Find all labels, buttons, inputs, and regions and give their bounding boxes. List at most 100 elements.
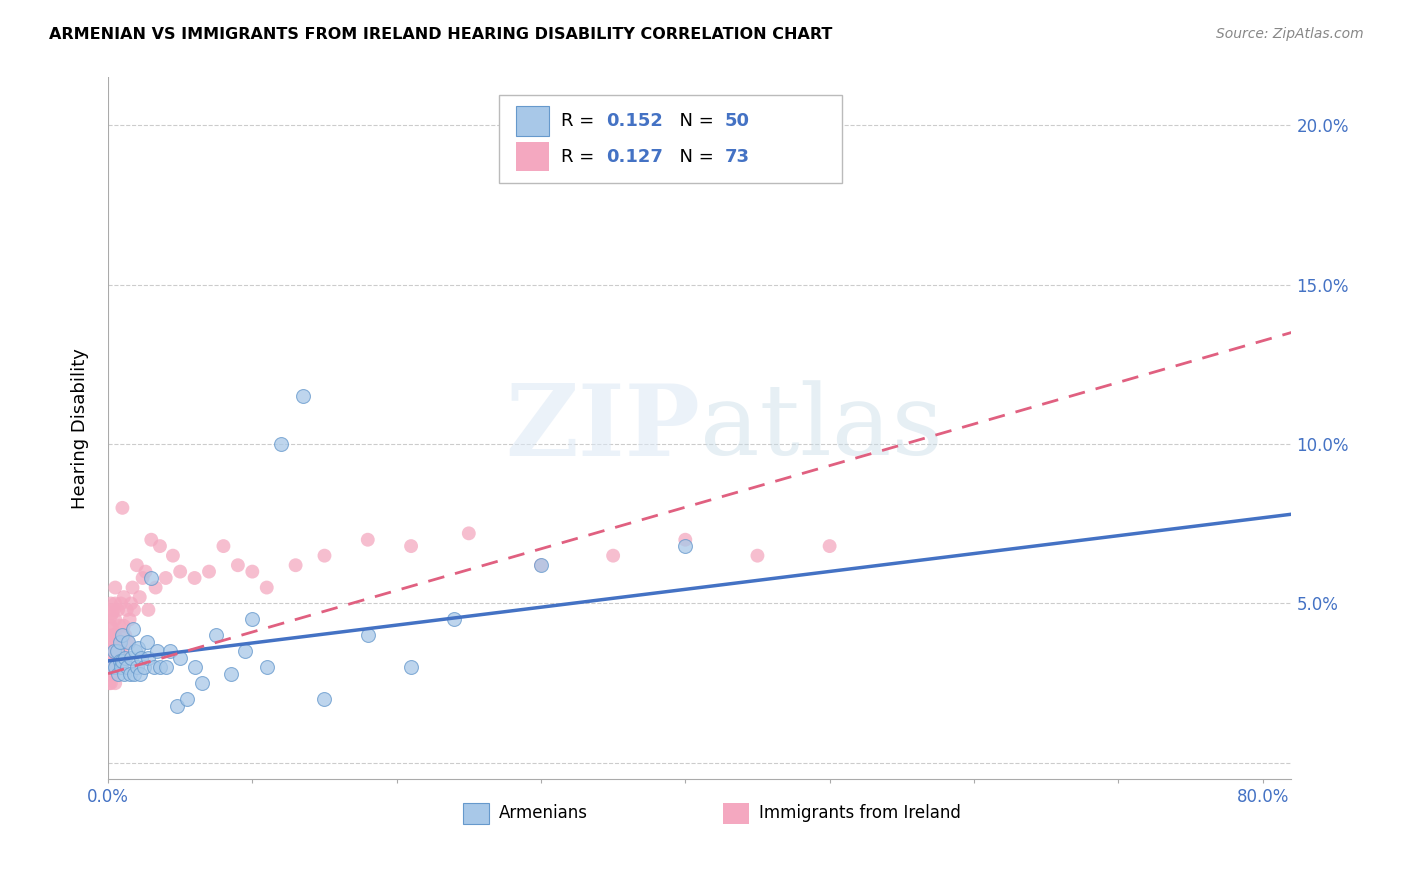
Point	[107, 666, 129, 681]
Point	[104, 612, 127, 626]
Point	[183, 660, 205, 674]
Point	[103, 628, 125, 642]
Point	[104, 581, 127, 595]
Point	[103, 650, 125, 665]
FancyBboxPatch shape	[724, 804, 749, 824]
Point	[530, 558, 553, 573]
Point	[104, 597, 127, 611]
Point	[105, 644, 128, 658]
Point	[115, 603, 138, 617]
Point	[183, 571, 205, 585]
Point	[128, 666, 150, 681]
Point	[120, 650, 142, 665]
Text: Source: ZipAtlas.com: Source: ZipAtlas.com	[1216, 27, 1364, 41]
Text: 0.127: 0.127	[606, 147, 664, 166]
Point	[118, 612, 141, 626]
Point	[114, 628, 136, 642]
Point	[98, 644, 121, 658]
Point	[108, 644, 131, 658]
Point	[104, 660, 127, 674]
Point	[100, 609, 122, 624]
Point	[149, 539, 172, 553]
Point	[103, 603, 125, 617]
Point	[143, 660, 166, 674]
Point	[122, 666, 145, 681]
Point	[111, 500, 134, 515]
Point	[101, 660, 124, 674]
Point	[112, 666, 135, 681]
Point	[107, 603, 129, 617]
Point	[399, 660, 422, 674]
Point	[314, 692, 336, 706]
Point	[141, 571, 163, 585]
FancyBboxPatch shape	[463, 804, 489, 824]
FancyBboxPatch shape	[516, 106, 550, 136]
Point	[399, 539, 422, 553]
Point	[104, 676, 127, 690]
Point	[101, 634, 124, 648]
Point	[105, 634, 128, 648]
Text: 0.152: 0.152	[606, 112, 664, 130]
Point	[198, 565, 221, 579]
Point	[134, 565, 156, 579]
Point	[100, 660, 122, 674]
Point	[127, 641, 149, 656]
Point	[122, 603, 145, 617]
Point	[270, 437, 292, 451]
Point	[166, 698, 188, 713]
Point	[191, 676, 214, 690]
Text: 50: 50	[724, 112, 749, 130]
Point	[110, 634, 132, 648]
Text: Immigrants from Ireland: Immigrants from Ireland	[759, 804, 960, 822]
Text: R =: R =	[561, 112, 600, 130]
Point	[114, 650, 136, 665]
Point	[357, 533, 380, 547]
Point	[256, 660, 278, 674]
Point	[110, 597, 132, 611]
Point	[124, 644, 146, 658]
Point	[256, 581, 278, 595]
Point	[169, 565, 191, 579]
Text: N =: N =	[668, 112, 720, 130]
Point	[314, 549, 336, 563]
Point	[145, 581, 167, 595]
Point	[111, 644, 134, 658]
Text: R =: R =	[561, 147, 600, 166]
Point	[111, 628, 134, 642]
Point	[98, 676, 121, 690]
Point	[103, 644, 125, 658]
FancyBboxPatch shape	[516, 142, 550, 171]
Point	[101, 650, 124, 665]
Point	[115, 660, 138, 674]
Point	[176, 692, 198, 706]
Point	[125, 660, 148, 674]
Point	[121, 581, 143, 595]
Point	[118, 666, 141, 681]
Point	[107, 650, 129, 665]
Point	[136, 634, 159, 648]
Point	[443, 612, 465, 626]
Point	[117, 634, 139, 648]
Point	[141, 533, 163, 547]
Point	[108, 634, 131, 648]
Point	[138, 650, 160, 665]
Point	[100, 644, 122, 658]
Point	[117, 634, 139, 648]
Point	[100, 619, 122, 633]
Text: atlas: atlas	[700, 380, 942, 476]
Point	[108, 619, 131, 633]
Point	[212, 539, 235, 553]
Point	[602, 549, 624, 563]
Point	[104, 660, 127, 674]
Point	[103, 666, 125, 681]
Point	[132, 660, 155, 674]
Point	[112, 619, 135, 633]
Text: 73: 73	[724, 147, 749, 166]
Point	[457, 526, 479, 541]
Point	[162, 549, 184, 563]
Point	[146, 644, 169, 658]
Point	[155, 660, 177, 674]
Point	[100, 676, 122, 690]
Point	[747, 549, 769, 563]
Point	[219, 666, 242, 681]
